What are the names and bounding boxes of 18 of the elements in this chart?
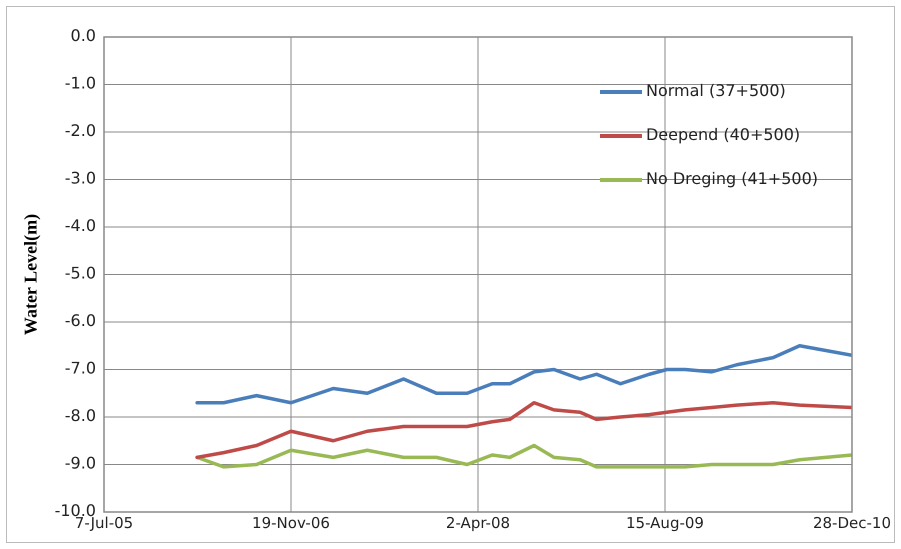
y-tick-label: -3.0 [64,168,96,188]
x-tick-label: 19-Nov-06 [252,514,330,532]
y-tick-label: -2.0 [64,121,96,140]
y-tick-label: -4.0 [64,216,96,236]
x-tick-label: 28-Dec-10 [812,514,892,532]
y-tick-label: -1.0 [64,74,96,93]
legend-label: Deepend (40+500) [646,125,800,144]
legend-label: Normal (37+500) [646,81,786,100]
legend-label: No Dreging (41+500) [646,169,818,188]
y-tick-label: -9.0 [64,454,96,473]
y-tick-label: 0.0 [70,26,96,46]
y-tick-label: -6.0 [64,311,96,330]
x-tick-label: 2-Apr-08 [446,514,510,532]
x-tick-label: 15-Aug-09 [626,514,704,532]
y-tick-label: -8.0 [64,406,96,426]
y-axis-title: Water Level(m) [20,214,40,336]
y-tick-label: -5.0 [64,264,96,283]
y-tick-label: -7.0 [64,358,96,378]
